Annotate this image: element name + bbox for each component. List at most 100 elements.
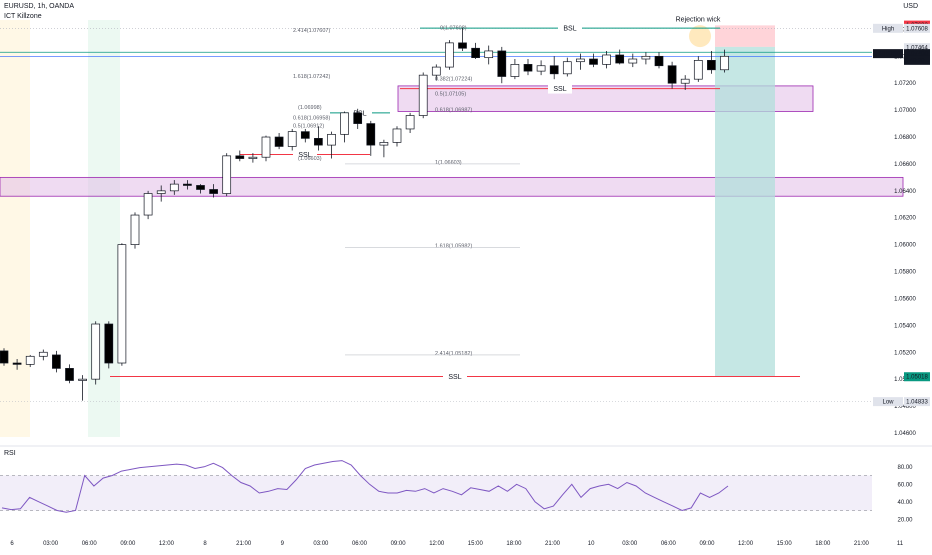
fib-label: 0(1.07608) [440, 25, 467, 31]
x-tick-label: 9 [281, 541, 285, 547]
y-tick-label: 1.06400 [894, 189, 916, 195]
y-tick-label: 1.06800 [894, 135, 916, 141]
y-tick-label: 1.05600 [894, 296, 916, 302]
price-tag-label-bg [873, 23, 903, 33]
candle-body [693, 60, 703, 80]
candle-body [25, 355, 35, 365]
y-tick-label: 1.04600 [894, 431, 916, 437]
currency-label: USD [903, 3, 918, 10]
x-tick-label: 21:00 [854, 541, 870, 547]
candle-body [510, 64, 520, 77]
fib-label: 0.618(1.06987) [435, 107, 472, 113]
fib-label: 0.618(1.06958) [293, 116, 330, 122]
x-tick-label: 09:00 [699, 541, 715, 547]
candle-body [353, 112, 363, 124]
x-tick-label: 09:00 [391, 541, 407, 547]
x-tick-label: 8 [203, 541, 207, 547]
price-tag-label: High [882, 26, 894, 32]
y-tick-label: 1.05800 [894, 270, 916, 276]
rsi-line [1, 460, 729, 513]
x-tick-label: 03:00 [313, 541, 329, 547]
price-tag-bg [904, 43, 930, 53]
candle-body [209, 189, 218, 194]
price-tag-value: 1.07608 [906, 26, 928, 32]
x-tick-label: 09:00 [120, 541, 136, 547]
candle-body [576, 58, 585, 63]
fib-label: (1.06603) [298, 156, 322, 162]
candle-body [471, 47, 480, 59]
candle-body [418, 74, 428, 116]
indicator-label: ICT Killzone [4, 13, 42, 20]
rsi-tick-label: 60.00 [897, 482, 913, 488]
price-tag-bg [904, 23, 930, 33]
candle-body [169, 183, 179, 192]
target-zone [715, 46, 775, 377]
candle-body [405, 115, 415, 130]
y-tick-label: 1.06600 [894, 162, 916, 168]
x-tick-label: 21:00 [545, 541, 561, 547]
candle-body [431, 66, 441, 76]
candle-body [707, 60, 716, 71]
rsi-tick-label: 40.00 [897, 500, 913, 506]
liquidity-label: SSL [448, 374, 461, 381]
candle-body [52, 354, 61, 369]
y-tick-label: 1.06000 [894, 243, 916, 249]
candle-body [156, 190, 166, 194]
candle-body [287, 131, 297, 147]
price-tag-label: Low [882, 400, 894, 406]
candle-body [38, 351, 48, 357]
candle-body [680, 78, 690, 84]
candle-body [261, 136, 271, 158]
x-tick-label: 6 [10, 541, 14, 547]
fib-label: 0.382(1.07224) [435, 77, 472, 83]
fib-label: 1.618(1.07242) [293, 74, 330, 80]
x-tick-label: 21:00 [236, 541, 252, 547]
candle-body [0, 350, 9, 364]
candle-body [667, 65, 677, 84]
price-tag-value: 1.05018 [906, 375, 928, 381]
candle-body [12, 362, 22, 365]
liquidity-label: SSL [553, 86, 566, 93]
candle-body [314, 138, 323, 146]
fib-label: 0.5(1.06912) [293, 124, 324, 130]
level-label-bg [293, 149, 317, 160]
x-tick-label: 18:00 [506, 541, 522, 547]
rsi-tick-label: 80.00 [897, 465, 913, 471]
level-label-bg [443, 371, 467, 382]
level-label-bg [548, 83, 572, 94]
candle-body [143, 193, 153, 216]
candle-body [589, 58, 598, 65]
x-tick-label: 18:00 [815, 541, 831, 547]
x-tick-label: 12:00 [159, 541, 175, 547]
candle-body [536, 65, 546, 72]
candle-body [340, 112, 349, 135]
candle-body [104, 323, 114, 364]
candle-body [117, 244, 127, 364]
candle-body [562, 61, 572, 75]
fib-label: 1.618(1.05982) [435, 243, 472, 249]
candle-body [497, 50, 507, 77]
candle-body [602, 54, 611, 65]
price-tag-label-bg [873, 397, 903, 407]
killzone-band [0, 20, 30, 437]
candle-body [549, 65, 559, 75]
price-tag-label-bg [873, 49, 903, 59]
fib-label: 2.414(1.05182) [435, 351, 472, 357]
x-tick-label: 03:00 [622, 541, 638, 547]
price-tag-value: 1.07400 [906, 52, 928, 58]
x-tick-label: 03:00 [43, 541, 59, 547]
y-tick-label: 1.04800 [894, 404, 916, 410]
stop-zone [715, 25, 775, 47]
price-tag-value: 40:20 [909, 58, 925, 64]
candle-body [445, 42, 454, 68]
x-tick-label: 15:00 [777, 541, 793, 547]
candle-body [327, 133, 336, 146]
x-tick-label: 12:00 [738, 541, 754, 547]
price-tag-value: 1.04833 [906, 400, 928, 406]
candle-body [484, 50, 494, 59]
symbol-title: EURUSD, 1h, OANDA [4, 3, 75, 10]
y-tick-label: 1.05400 [894, 323, 916, 329]
liquidity-label: BSL [563, 26, 576, 33]
